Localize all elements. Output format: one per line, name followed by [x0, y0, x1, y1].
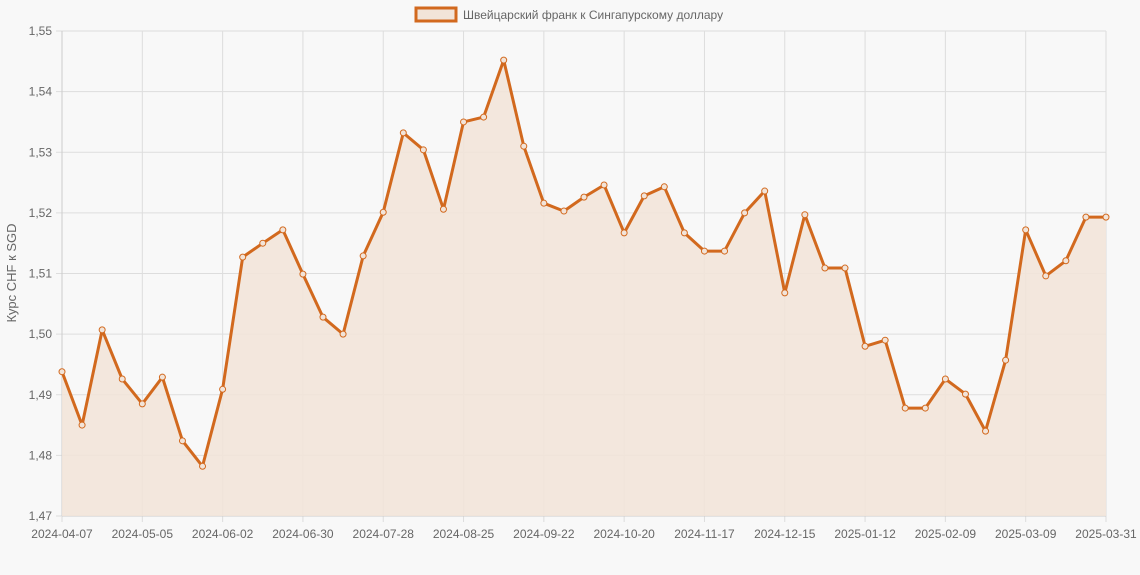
- data-point[interactable]: [700, 247, 708, 255]
- data-point[interactable]: [961, 390, 969, 398]
- legend[interactable]: Швейцарский франк к Сингапурскому доллар…: [414, 6, 723, 23]
- data-point[interactable]: [901, 404, 909, 412]
- data-points: [58, 56, 1110, 470]
- y-tick-label: 1,50: [29, 327, 53, 341]
- data-point[interactable]: [158, 373, 166, 381]
- data-point[interactable]: [781, 289, 789, 297]
- x-tick-label: 2024-06-30: [272, 527, 334, 541]
- x-tick-label: 2024-09-22: [513, 527, 575, 541]
- data-point[interactable]: [600, 181, 608, 189]
- x-tick-label: 2024-08-25: [433, 527, 495, 541]
- data-point[interactable]: [379, 208, 387, 216]
- data-point[interactable]: [219, 385, 227, 393]
- x-tick-label: 2025-03-31: [1075, 527, 1137, 541]
- x-tick-label: 2025-02-09: [915, 527, 977, 541]
- data-point[interactable]: [861, 342, 869, 350]
- data-point[interactable]: [620, 229, 628, 237]
- data-point[interactable]: [339, 330, 347, 338]
- x-tick-label: 2025-03-09: [995, 527, 1057, 541]
- data-point[interactable]: [239, 253, 247, 261]
- data-point[interactable]: [259, 239, 267, 247]
- data-point[interactable]: [419, 146, 427, 154]
- x-tick-label: 2024-04-07: [31, 527, 93, 541]
- data-point[interactable]: [660, 183, 668, 191]
- data-point[interactable]: [500, 56, 508, 64]
- y-axis-title: Курс CHF к SGD: [4, 223, 19, 322]
- data-point[interactable]: [741, 209, 749, 217]
- data-point[interactable]: [881, 336, 889, 344]
- data-point[interactable]: [279, 226, 287, 234]
- y-tick-label: 1,54: [29, 85, 53, 99]
- x-tick-label: 2024-05-05: [112, 527, 174, 541]
- data-point[interactable]: [1102, 213, 1110, 221]
- x-tick-label: 2024-10-20: [593, 527, 655, 541]
- data-point[interactable]: [480, 113, 488, 121]
- y-tick-label: 1,52: [29, 206, 53, 220]
- data-point[interactable]: [118, 375, 126, 383]
- data-point[interactable]: [1042, 272, 1050, 280]
- x-tick-label: 2024-06-02: [192, 527, 254, 541]
- y-tick-label: 1,48: [29, 448, 53, 462]
- data-point[interactable]: [359, 252, 367, 260]
- data-point[interactable]: [399, 129, 407, 137]
- data-point[interactable]: [58, 368, 66, 376]
- data-point[interactable]: [319, 313, 327, 321]
- y-axis-ticks: 1,47 1,48 1,49 1,50 1,51 1,52 1,53 1,54 1,55: [29, 24, 53, 523]
- data-point[interactable]: [982, 427, 990, 435]
- data-point[interactable]: [439, 205, 447, 213]
- data-point[interactable]: [721, 247, 729, 255]
- data-point[interactable]: [841, 264, 849, 272]
- data-point[interactable]: [640, 192, 648, 200]
- data-point[interactable]: [560, 207, 568, 215]
- x-tick-label: 2024-11-17: [674, 527, 735, 541]
- x-tick-label: 2025-01-12: [834, 527, 896, 541]
- data-point[interactable]: [761, 187, 769, 195]
- x-tick-label: 2024-12-15: [754, 527, 816, 541]
- data-point[interactable]: [520, 142, 528, 150]
- y-tick-label: 1,49: [29, 388, 53, 402]
- data-point[interactable]: [1002, 356, 1010, 364]
- y-tick-label: 1,51: [29, 267, 53, 281]
- data-point[interactable]: [801, 211, 809, 219]
- data-point[interactable]: [941, 375, 949, 383]
- data-point[interactable]: [1062, 257, 1070, 265]
- legend-label: Швейцарский франк к Сингапурскому доллар…: [463, 8, 723, 22]
- data-point[interactable]: [580, 193, 588, 201]
- data-point[interactable]: [1022, 226, 1030, 234]
- data-point[interactable]: [78, 421, 86, 429]
- data-point[interactable]: [98, 326, 106, 334]
- data-point[interactable]: [299, 270, 307, 278]
- data-point[interactable]: [199, 462, 207, 470]
- data-point[interactable]: [921, 404, 929, 412]
- data-point[interactable]: [138, 400, 146, 408]
- data-point[interactable]: [680, 229, 688, 237]
- y-tick-label: 1,55: [29, 24, 53, 38]
- data-point[interactable]: [178, 437, 186, 445]
- y-tick-label: 1,53: [29, 145, 53, 159]
- legend-swatch[interactable]: [414, 6, 458, 23]
- series-area-fill: [62, 60, 1106, 516]
- x-tick-label: 2024-07-28: [353, 527, 415, 541]
- data-point[interactable]: [821, 264, 829, 272]
- x-axis-ticks: 2024-04-07 2024-05-05 2024-06-02 2024-06-30…: [31, 527, 1137, 541]
- data-point[interactable]: [460, 118, 468, 126]
- data-point[interactable]: [540, 199, 548, 207]
- y-tick-label: 1,47: [29, 509, 53, 523]
- data-point[interactable]: [1082, 213, 1090, 221]
